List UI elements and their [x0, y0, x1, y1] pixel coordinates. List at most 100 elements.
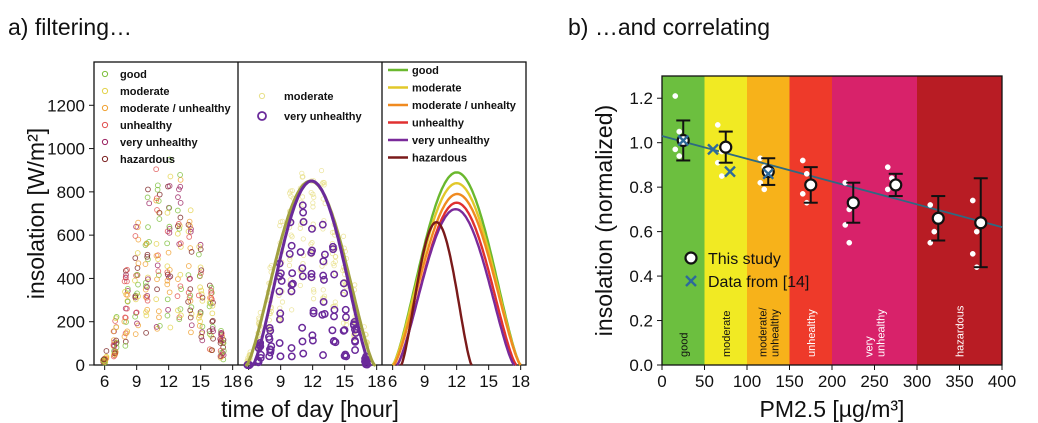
subplot1-point — [209, 302, 216, 309]
subplot2-veryunhealthy-point — [298, 337, 307, 346]
subplot1-point — [187, 298, 194, 304]
panel-a-xtick-label: 18 — [367, 372, 386, 391]
subplot2-veryunhealthy-point — [330, 305, 339, 314]
subplot1-point — [123, 272, 129, 278]
subplot1-point — [145, 186, 151, 193]
subplot1-point — [110, 328, 117, 335]
subplot1-point — [196, 315, 202, 321]
subplot1-point — [218, 327, 224, 334]
subplot1-point — [177, 183, 184, 190]
legend-marker-reference — [685, 275, 697, 287]
subplot1-point — [175, 307, 181, 314]
subplot1-point — [185, 263, 192, 269]
subplot2-moderate-point — [332, 303, 338, 309]
subplot1-point — [177, 177, 184, 183]
subplot1-point — [154, 207, 160, 213]
subplot1-point — [210, 328, 216, 335]
subplot1-point — [164, 296, 171, 303]
subplot1-point — [209, 310, 216, 317]
panel-b-ylabel: insolation (normalized) — [591, 105, 617, 336]
raw-point — [846, 239, 853, 246]
subplot1-point — [144, 251, 151, 258]
raw-point — [714, 122, 721, 128]
subplot2-moderate-point — [318, 167, 325, 174]
aqi-band-label: unhealthy — [876, 309, 888, 357]
subplot2-veryunhealthy-point — [339, 279, 348, 288]
subplot2-veryunhealthy-point — [287, 280, 296, 289]
reference-point — [677, 134, 690, 147]
subplot1-point — [217, 340, 224, 346]
subplot1-point — [124, 285, 131, 292]
subplot1-point — [153, 195, 160, 202]
subplot1-point — [196, 273, 203, 279]
subplot1-points — [100, 156, 227, 366]
panel-a-frame — [93, 61, 527, 366]
panel-b-xtick-label: 200 — [818, 372, 846, 391]
raw-point — [969, 197, 976, 204]
subplot1-point — [178, 312, 184, 319]
aqi-band-label: moderate/ — [757, 307, 769, 357]
subplot1-point — [206, 331, 213, 337]
panel-a-ytick-label: 0 — [76, 356, 85, 375]
subplot1-legend-marker — [101, 70, 109, 78]
subplot1-point — [166, 223, 173, 230]
subplot2-veryunhealthy-point — [266, 345, 274, 354]
subplot2-veryunhealthy-point — [265, 335, 274, 344]
subplot1-point — [166, 289, 173, 296]
subplot1-point — [187, 307, 194, 314]
subplot1-point — [178, 286, 184, 292]
subplot3-series-line — [392, 192, 522, 366]
subplot2-moderate-point — [289, 188, 295, 194]
subplot1-point — [185, 272, 192, 278]
subplot2-veryunhealthy-point — [298, 272, 307, 281]
subplot1-point — [122, 314, 128, 321]
subplot2-moderate-point — [300, 236, 306, 242]
subplot2-veryunhealthy-point — [318, 220, 327, 229]
panel-a-xtick-label: 18 — [223, 372, 242, 391]
subplot1-point — [132, 277, 138, 284]
subplot1-point — [198, 334, 205, 340]
subplot2-veryunhealthy-point — [330, 312, 338, 321]
subplot1-point — [187, 286, 194, 292]
subplot2-moderate-point — [319, 181, 325, 187]
subplot1-point — [154, 262, 161, 269]
panel-b-ytick-label: 1.0 — [629, 134, 653, 153]
subplot2-moderate-point — [308, 241, 314, 247]
subplot1-point — [113, 324, 119, 331]
subplot2-veryunhealthy-point — [351, 346, 360, 355]
subplot1-point — [218, 330, 224, 336]
subplot1-point — [175, 276, 181, 282]
subplot3-legend-label: moderate — [412, 83, 462, 95]
aqi-band — [917, 76, 1002, 365]
subplot1-point — [144, 284, 150, 290]
subplot3-legend-label: good — [412, 65, 439, 77]
subplot2-veryunhealthy-point — [308, 224, 316, 233]
subplot1-point — [143, 312, 150, 319]
raw-point — [969, 250, 976, 257]
subplot2-veryunhealthy-point — [299, 208, 308, 217]
subplot2-moderate-point — [343, 318, 349, 324]
subplot2-veryunhealthy-point — [320, 250, 329, 259]
subplot2-moderate-point — [310, 287, 317, 293]
mean-point — [804, 178, 818, 192]
reference-point — [724, 165, 736, 178]
raw-point — [672, 93, 679, 99]
subplot1-point — [164, 271, 171, 278]
subplot1-point — [175, 194, 181, 200]
subplot2-veryunhealthy-point — [330, 270, 339, 279]
panel-b-xtick-label: 300 — [903, 372, 931, 391]
subplot1-point — [122, 338, 129, 345]
subplot1-point — [122, 267, 129, 274]
subplot1-point — [197, 270, 204, 277]
subplot1-point — [197, 246, 204, 253]
subplot1-point — [165, 249, 172, 256]
subplot2-veryunhealthy-point — [318, 310, 327, 319]
subplot2-veryunhealthy-point — [331, 338, 340, 347]
subplot2-veryunhealthy-point — [287, 352, 296, 361]
subplot1-point — [220, 340, 227, 346]
raw-point — [799, 190, 806, 197]
subplot2-veryunhealthy-point — [287, 241, 296, 250]
subplot1-point — [164, 240, 170, 247]
panel-b-xtick-label: 250 — [860, 372, 888, 391]
aqi-band — [704, 76, 747, 365]
